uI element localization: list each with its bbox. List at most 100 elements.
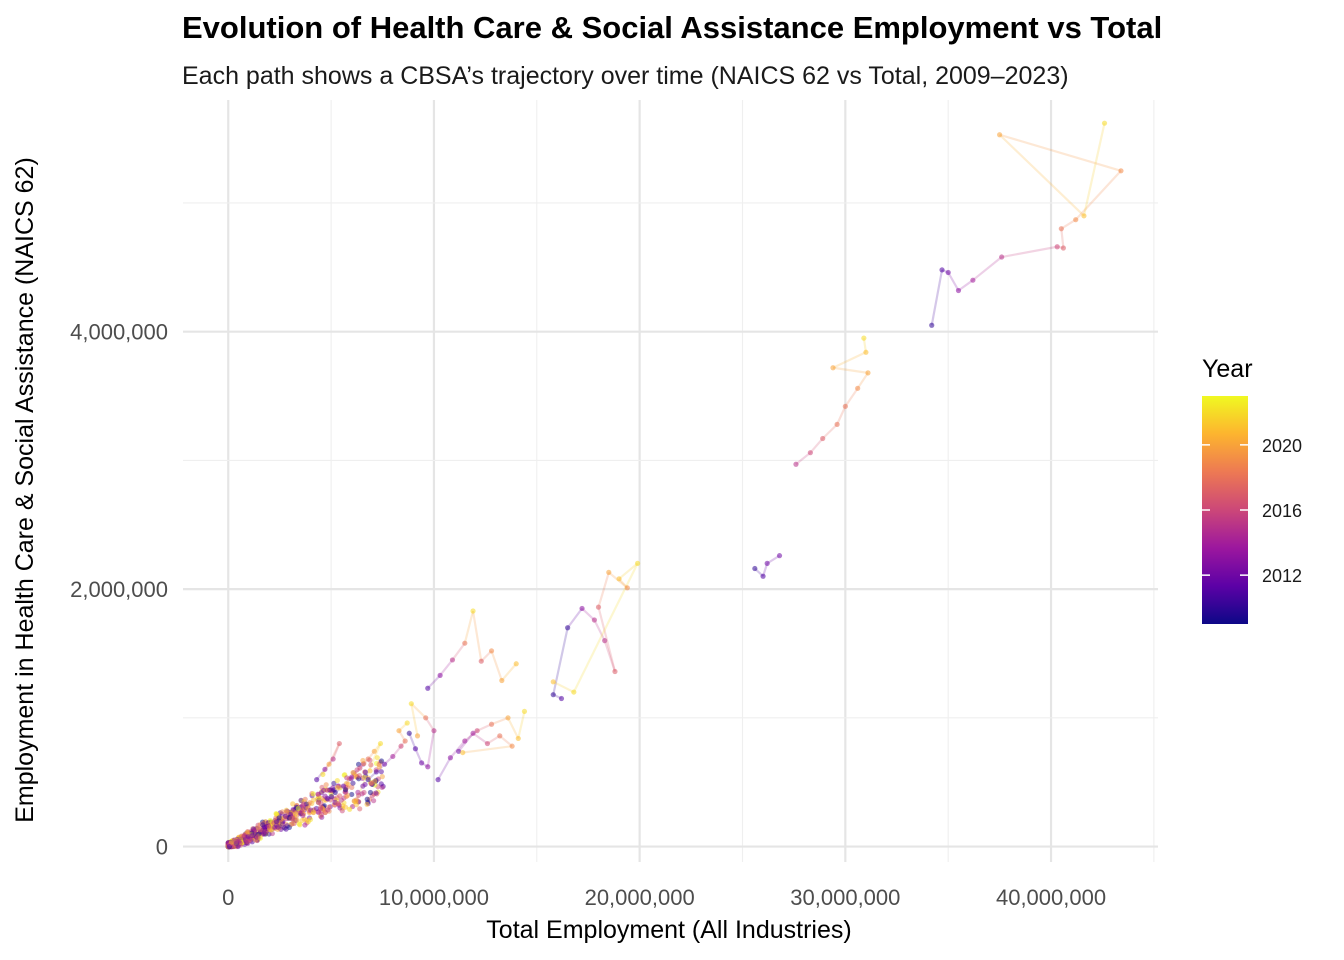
cloud-point xyxy=(360,757,366,764)
data-point xyxy=(408,701,414,707)
cloud-point xyxy=(357,806,363,812)
data-point xyxy=(595,604,602,610)
tick-labels: 0 10,000,000 20,000,000 30,000,000 40,000,00… xyxy=(70,320,1106,910)
data-points xyxy=(314,120,1124,812)
cloud-point xyxy=(376,764,382,770)
cloud-point xyxy=(324,787,331,793)
cloud-point xyxy=(260,822,266,828)
cloud-point xyxy=(299,817,305,823)
trajectory-segment xyxy=(426,730,436,767)
cloud-point xyxy=(343,793,349,800)
data-point xyxy=(373,769,379,775)
data-point xyxy=(462,640,468,646)
cloud-point xyxy=(362,781,368,788)
trajectory-segment xyxy=(1082,122,1106,217)
cloud-point xyxy=(282,825,288,831)
cloud-point xyxy=(379,774,385,780)
data-point xyxy=(616,576,622,582)
data-point xyxy=(474,728,480,734)
data-point xyxy=(330,756,336,762)
cloud-point xyxy=(288,815,294,822)
color-legend: Year 2012 2016 2020 xyxy=(1202,355,1302,624)
x-tick-label: 0 xyxy=(222,885,234,910)
trajectory-segment xyxy=(836,405,847,425)
chart-title: Evolution of Health Care & Social Assist… xyxy=(182,10,1163,45)
data-point xyxy=(807,450,813,456)
cloud-point xyxy=(367,768,373,774)
data-point xyxy=(521,708,528,715)
data-point xyxy=(612,668,618,675)
cloud-point xyxy=(350,769,356,776)
data-point xyxy=(404,720,410,726)
data-point xyxy=(606,569,612,575)
trajectory-segment xyxy=(437,757,452,781)
trajectory-segment xyxy=(998,133,1085,217)
trajectory-segment xyxy=(476,723,492,732)
cloud-point xyxy=(249,832,256,839)
cloud-point xyxy=(362,769,369,775)
data-point xyxy=(550,679,556,685)
data-point xyxy=(760,573,766,579)
data-point xyxy=(447,755,454,761)
trajectory-segment xyxy=(552,627,569,695)
trajectory-segment xyxy=(832,366,869,374)
cloud-point xyxy=(356,772,362,779)
data-point xyxy=(398,743,404,749)
cloud-point xyxy=(322,793,328,799)
cloud-point xyxy=(349,784,355,791)
cloud-point xyxy=(315,791,321,797)
data-point xyxy=(402,738,408,744)
x-tick-label: 40,000,000 xyxy=(996,885,1106,910)
trajectory-segment xyxy=(439,659,454,677)
y-tick-label: 0 xyxy=(156,835,168,860)
data-point xyxy=(431,728,437,734)
trajectory-segment xyxy=(618,562,639,580)
x-tick-label: 20,000,000 xyxy=(585,885,695,910)
trajectory-segment xyxy=(328,743,341,765)
y-tick-label: 4,000,000 xyxy=(70,320,168,345)
data-point xyxy=(997,132,1003,138)
data-point xyxy=(1101,120,1108,126)
trajectory-segment xyxy=(491,716,509,726)
cloud-point xyxy=(318,811,325,818)
trajectory-segment xyxy=(1060,228,1065,249)
data-point xyxy=(955,287,962,294)
cloud-point xyxy=(228,839,235,845)
data-point xyxy=(462,738,468,744)
data-point xyxy=(505,715,511,721)
y-axis-title: Employment in Health Care & Social Assis… xyxy=(11,157,39,823)
cloud-point xyxy=(279,809,285,815)
data-point xyxy=(861,335,867,341)
data-point xyxy=(322,766,328,772)
data-point xyxy=(470,730,476,736)
data-point xyxy=(939,267,945,273)
cloud-point xyxy=(339,808,345,814)
cloud-point xyxy=(280,821,286,827)
cloud-point xyxy=(364,801,370,807)
data-point xyxy=(565,625,571,631)
cloud-point xyxy=(371,798,377,804)
data-point xyxy=(332,789,338,796)
data-point xyxy=(396,728,402,734)
trajectory-segment xyxy=(472,732,489,745)
cloud-point xyxy=(318,800,324,807)
data-point xyxy=(776,553,783,559)
trajectory-segment xyxy=(795,451,812,466)
trajectory-segment xyxy=(809,437,824,454)
cloud-point xyxy=(257,827,263,833)
data-point xyxy=(484,740,491,747)
trajectory-segment xyxy=(410,703,419,737)
data-point xyxy=(326,761,332,767)
cloud-point xyxy=(290,801,296,807)
data-point xyxy=(764,560,770,566)
data-point xyxy=(855,385,861,391)
trajectory-segment xyxy=(581,607,596,621)
data-point xyxy=(412,746,419,752)
trajectory-segment xyxy=(471,610,483,662)
data-point xyxy=(945,269,951,276)
cloud-point xyxy=(275,824,281,830)
data-point xyxy=(470,608,476,614)
trajectory-segment xyxy=(930,269,944,326)
data-point xyxy=(499,677,505,684)
trajectory-segment xyxy=(566,607,583,629)
